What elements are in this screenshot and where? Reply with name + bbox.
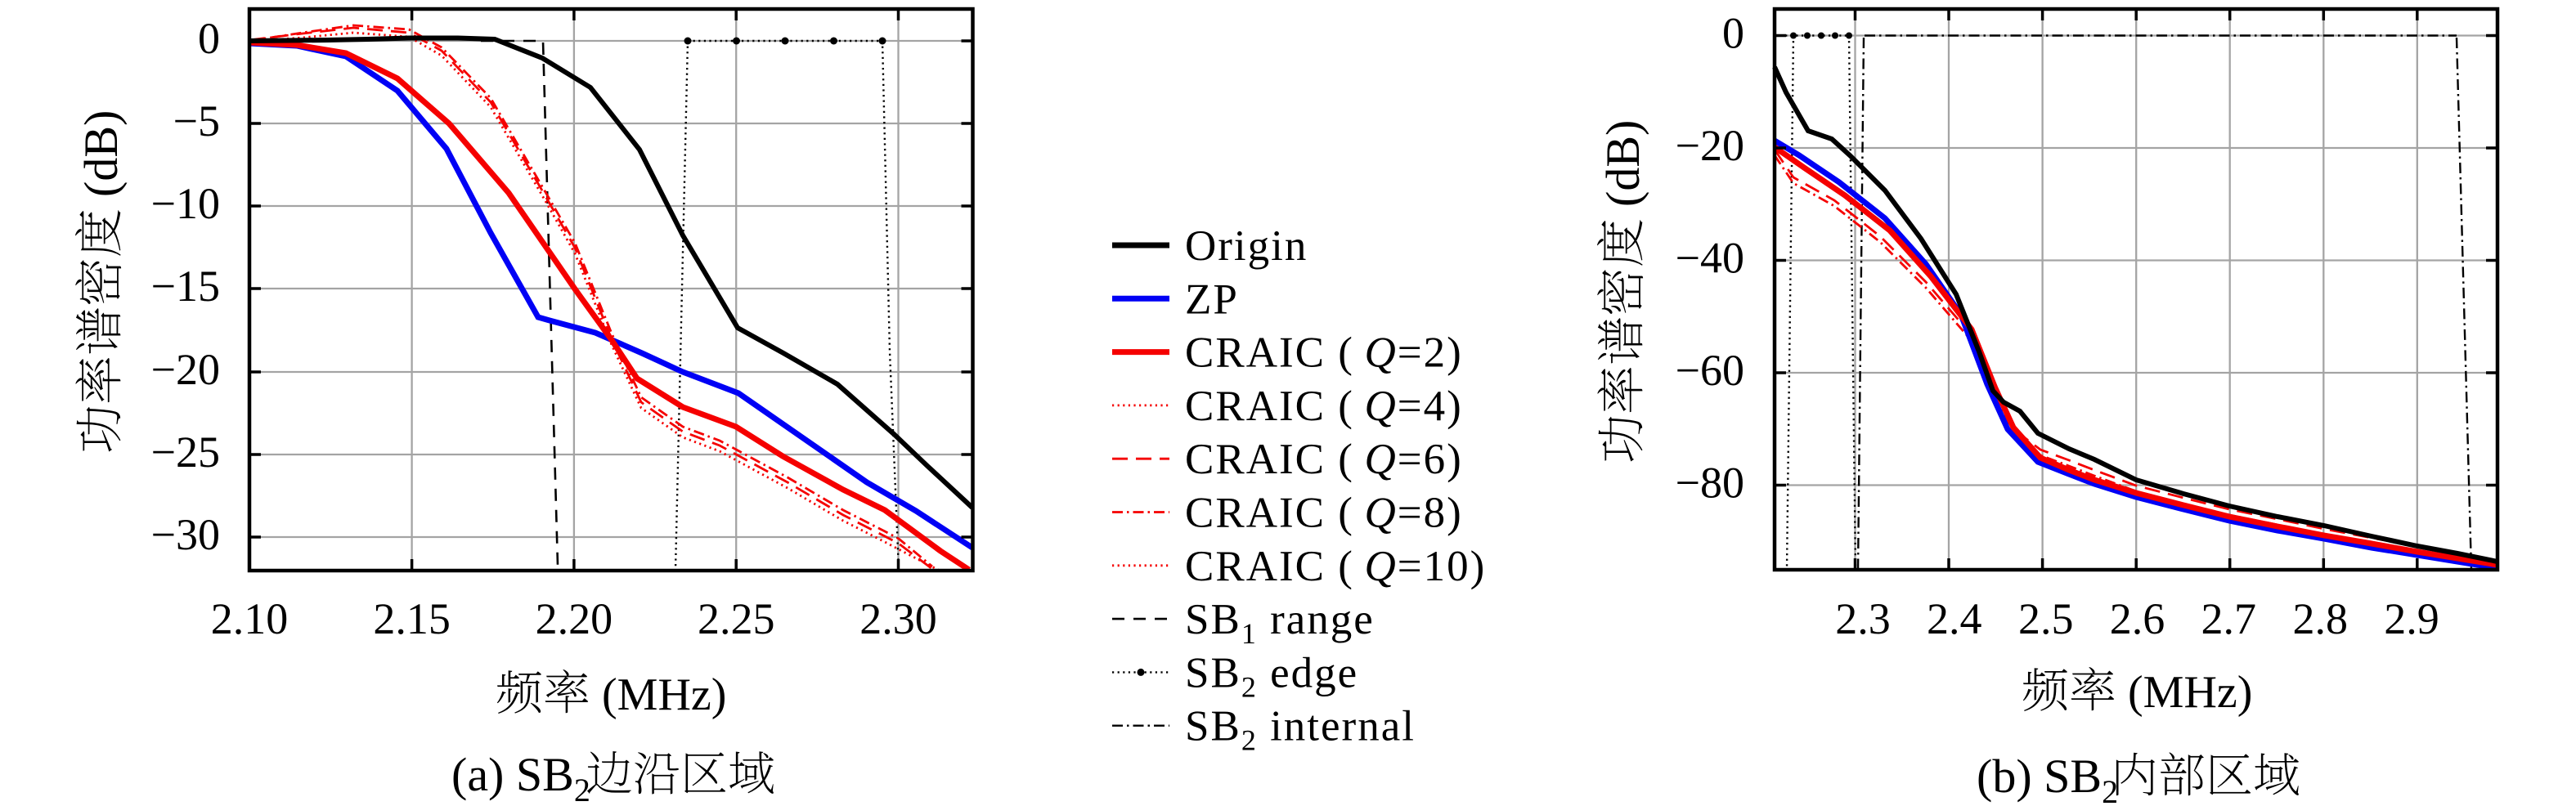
svg-text:−15: −15 <box>151 262 220 311</box>
svg-text:−40: −40 <box>1676 234 1744 283</box>
svg-text:2.8: 2.8 <box>2292 594 2348 643</box>
svg-text:−30: −30 <box>151 510 220 559</box>
svg-text:2.30: 2.30 <box>859 594 937 643</box>
svg-text:(dB): (dB) <box>74 110 128 197</box>
svg-text:2.10: 2.10 <box>211 594 289 643</box>
svg-text:−60: −60 <box>1676 346 1744 395</box>
svg-text:(b) SB2: (b) SB2 <box>1977 750 2118 806</box>
svg-text:−25: −25 <box>151 428 220 477</box>
svg-text:2.7: 2.7 <box>2201 594 2257 643</box>
svg-text:2.6: 2.6 <box>2110 594 2165 643</box>
svg-text:2.5: 2.5 <box>2018 594 2074 643</box>
svg-text:2.25: 2.25 <box>698 594 775 643</box>
svg-text:SB1 range: SB1 range <box>1185 596 1375 650</box>
svg-text:−10: −10 <box>151 179 220 228</box>
svg-text:CRAIC ( Q=10): CRAIC ( Q=10) <box>1185 543 1486 590</box>
svg-text:2.4: 2.4 <box>1927 594 1982 643</box>
svg-text:2.9: 2.9 <box>2384 594 2439 643</box>
svg-text:CRAIC ( Q=8): CRAIC ( Q=8) <box>1185 490 1463 537</box>
svg-text:(a) SB2: (a) SB2 <box>451 748 590 806</box>
svg-text:(MHz): (MHz) <box>2128 667 2252 718</box>
svg-text:SB2 edge: SB2 edge <box>1185 649 1358 703</box>
svg-text:−5: −5 <box>173 96 220 146</box>
svg-text:CRAIC ( Q=2): CRAIC ( Q=2) <box>1185 329 1463 377</box>
svg-text:(dB): (dB) <box>1596 120 1649 207</box>
svg-text:(MHz): (MHz) <box>602 669 726 720</box>
svg-text:2.3: 2.3 <box>1835 594 1891 643</box>
svg-text:ZP: ZP <box>1185 275 1239 323</box>
svg-text:0: 0 <box>198 14 220 63</box>
svg-text:0: 0 <box>1722 9 1744 58</box>
svg-text:−80: −80 <box>1676 459 1744 508</box>
svg-text:−20: −20 <box>1676 121 1744 170</box>
svg-text:2.20: 2.20 <box>536 594 613 643</box>
svg-text:2.15: 2.15 <box>373 594 451 643</box>
svg-text:SB2 internal: SB2 internal <box>1185 703 1416 757</box>
svg-text:Origin: Origin <box>1185 222 1308 270</box>
svg-text:−20: −20 <box>151 345 220 394</box>
svg-text:CRAIC ( Q=4): CRAIC ( Q=4) <box>1185 383 1463 430</box>
svg-text:CRAIC ( Q=6): CRAIC ( Q=6) <box>1185 436 1463 483</box>
